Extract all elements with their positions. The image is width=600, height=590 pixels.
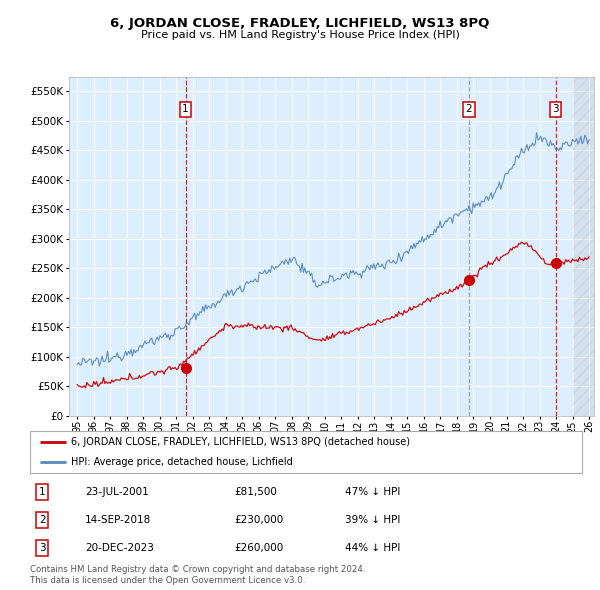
Text: HPI: Average price, detached house, Lichfield: HPI: Average price, detached house, Lich… [71,457,293,467]
Text: 3: 3 [39,543,46,553]
Text: 1: 1 [182,104,189,114]
Text: 6, JORDAN CLOSE, FRADLEY, LICHFIELD, WS13 8PQ (detached house): 6, JORDAN CLOSE, FRADLEY, LICHFIELD, WS1… [71,437,410,447]
Text: 1: 1 [39,487,46,497]
Text: 20-DEC-2023: 20-DEC-2023 [85,543,154,553]
Text: 44% ↓ HPI: 44% ↓ HPI [344,543,400,553]
Text: 2: 2 [39,515,46,525]
Text: 39% ↓ HPI: 39% ↓ HPI [344,515,400,525]
Text: 14-SEP-2018: 14-SEP-2018 [85,515,151,525]
Text: 23-JUL-2001: 23-JUL-2001 [85,487,149,497]
Text: 3: 3 [552,104,559,114]
Text: 47% ↓ HPI: 47% ↓ HPI [344,487,400,497]
Text: Price paid vs. HM Land Registry's House Price Index (HPI): Price paid vs. HM Land Registry's House … [140,30,460,40]
Text: £260,000: £260,000 [234,543,283,553]
Text: 2: 2 [466,104,472,114]
Bar [572,77,594,416]
Text: £81,500: £81,500 [234,487,277,497]
Text: 6, JORDAN CLOSE, FRADLEY, LICHFIELD, WS13 8PQ: 6, JORDAN CLOSE, FRADLEY, LICHFIELD, WS1… [110,17,490,30]
Text: Contains HM Land Registry data © Crown copyright and database right 2024.
This d: Contains HM Land Registry data © Crown c… [30,565,365,585]
Text: £230,000: £230,000 [234,515,283,525]
